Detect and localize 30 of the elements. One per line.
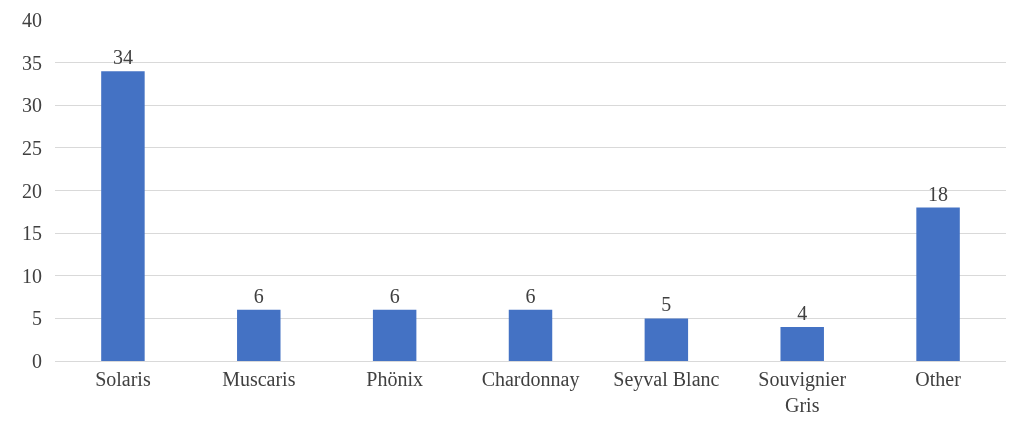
data-label: 18 xyxy=(928,182,949,205)
x-tick-label: Muscaris xyxy=(222,368,296,390)
x-tick-label: Chardonnay xyxy=(481,368,580,391)
y-tick-label: 40 xyxy=(22,9,42,31)
bar xyxy=(780,326,824,361)
y-tick-label: 15 xyxy=(22,222,42,245)
bar xyxy=(644,318,689,361)
bar xyxy=(101,71,145,361)
x-tick-label: Phönix xyxy=(366,368,423,390)
bar xyxy=(372,309,417,361)
y-tick-label: 20 xyxy=(22,179,42,202)
bar xyxy=(237,309,281,361)
y-tick-label: 35 xyxy=(22,51,42,74)
x-tick-label: Souvignier Gris xyxy=(758,368,847,416)
x-tick-label: Solaris xyxy=(95,368,151,390)
data-label: 34 xyxy=(112,46,133,69)
x-tick-label: Other xyxy=(915,368,962,390)
y-tick-label: 25 xyxy=(22,136,42,159)
data-label: 6 xyxy=(253,284,264,307)
data-label: 6 xyxy=(525,284,536,307)
x-tick-label: Seyval Blanc xyxy=(613,368,720,391)
y-tick-label: 30 xyxy=(22,94,42,117)
y-tick-label: 10 xyxy=(22,264,42,287)
y-tick-label: 5 xyxy=(32,307,42,330)
bar xyxy=(508,309,553,361)
data-label: 4 xyxy=(797,301,808,324)
data-label: 5 xyxy=(661,293,672,316)
data-label: 6 xyxy=(389,284,400,307)
bar xyxy=(916,207,960,361)
y-tick-label: 0 xyxy=(32,350,42,372)
